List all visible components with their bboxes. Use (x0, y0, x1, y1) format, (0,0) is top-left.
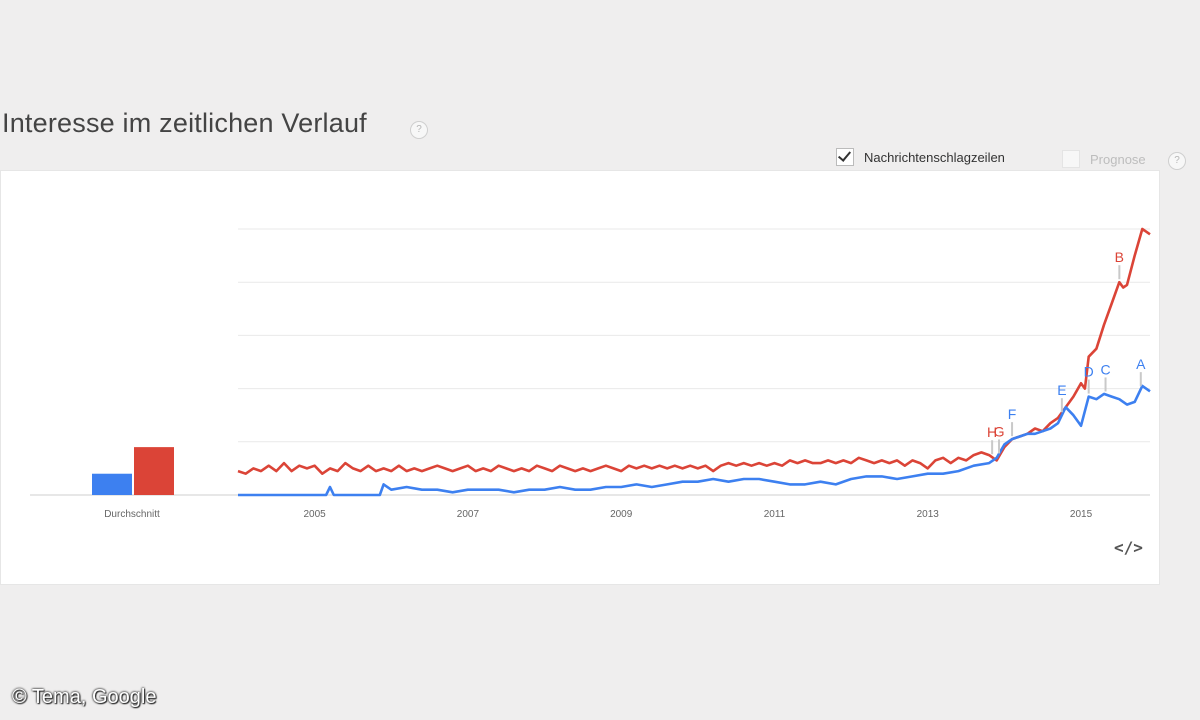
annotation-label: G (994, 423, 1005, 439)
annotation-label: F (1008, 406, 1017, 422)
series-lines (237, 227, 1151, 497)
help-icon[interactable]: ? (410, 121, 428, 139)
forecast-checkbox[interactable] (1062, 150, 1080, 168)
x-tick-label: 2005 (304, 509, 327, 520)
chart-panel (0, 170, 1160, 585)
series-line (238, 384, 1151, 497)
annotation-label: D (1084, 364, 1094, 380)
annotation-label: C (1100, 361, 1110, 377)
headlines-label[interactable]: Nachrichtenschlagzeilen (864, 150, 1005, 165)
series-line (237, 227, 1151, 475)
embed-code-icon[interactable]: </> (1114, 538, 1143, 557)
average-label: Durchschnitt (104, 509, 160, 520)
x-tick-label: 2009 (610, 509, 633, 520)
annotation-label: A (1136, 356, 1146, 372)
annotation-label: H (987, 424, 997, 440)
x-tick-label: 2011 (764, 509, 786, 520)
annotation-label: E (1057, 382, 1066, 398)
average-bars (92, 447, 174, 495)
page-title: Interesse im zeitlichen Verlauf (2, 108, 367, 138)
forecast-help-icon[interactable]: ? (1168, 152, 1186, 170)
annotation-label: B (1115, 249, 1124, 265)
average-bar (134, 447, 174, 495)
forecast-label[interactable]: Prognose (1090, 152, 1146, 167)
image-credit: © Tema, Google (12, 686, 157, 708)
grid-lines (30, 228, 1150, 496)
annotations: A B CD E FGH (987, 249, 1146, 455)
x-axis-ticks: 2005 2007 2009 2011 2013 2015 (304, 509, 1093, 520)
x-tick-label: 2007 (457, 509, 480, 520)
average-bar (92, 473, 132, 495)
x-tick-label: 2013 (917, 509, 940, 520)
x-tick-label: 2015 (1070, 509, 1093, 520)
headlines-checkbox[interactable] (836, 148, 854, 166)
